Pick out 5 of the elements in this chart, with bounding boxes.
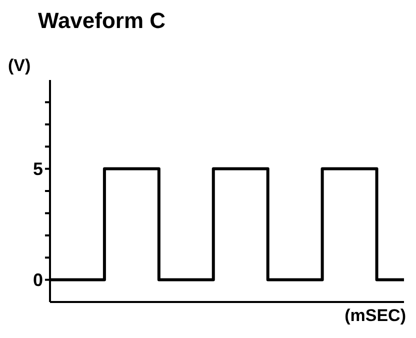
y-tick-label: 5 (32, 159, 43, 180)
y-axis-title: (V) (8, 56, 31, 76)
chart-title: Waveform C (38, 8, 166, 34)
y-tick-label: 0 (32, 270, 43, 290)
x-axis-title: (mSEC) (344, 306, 406, 326)
